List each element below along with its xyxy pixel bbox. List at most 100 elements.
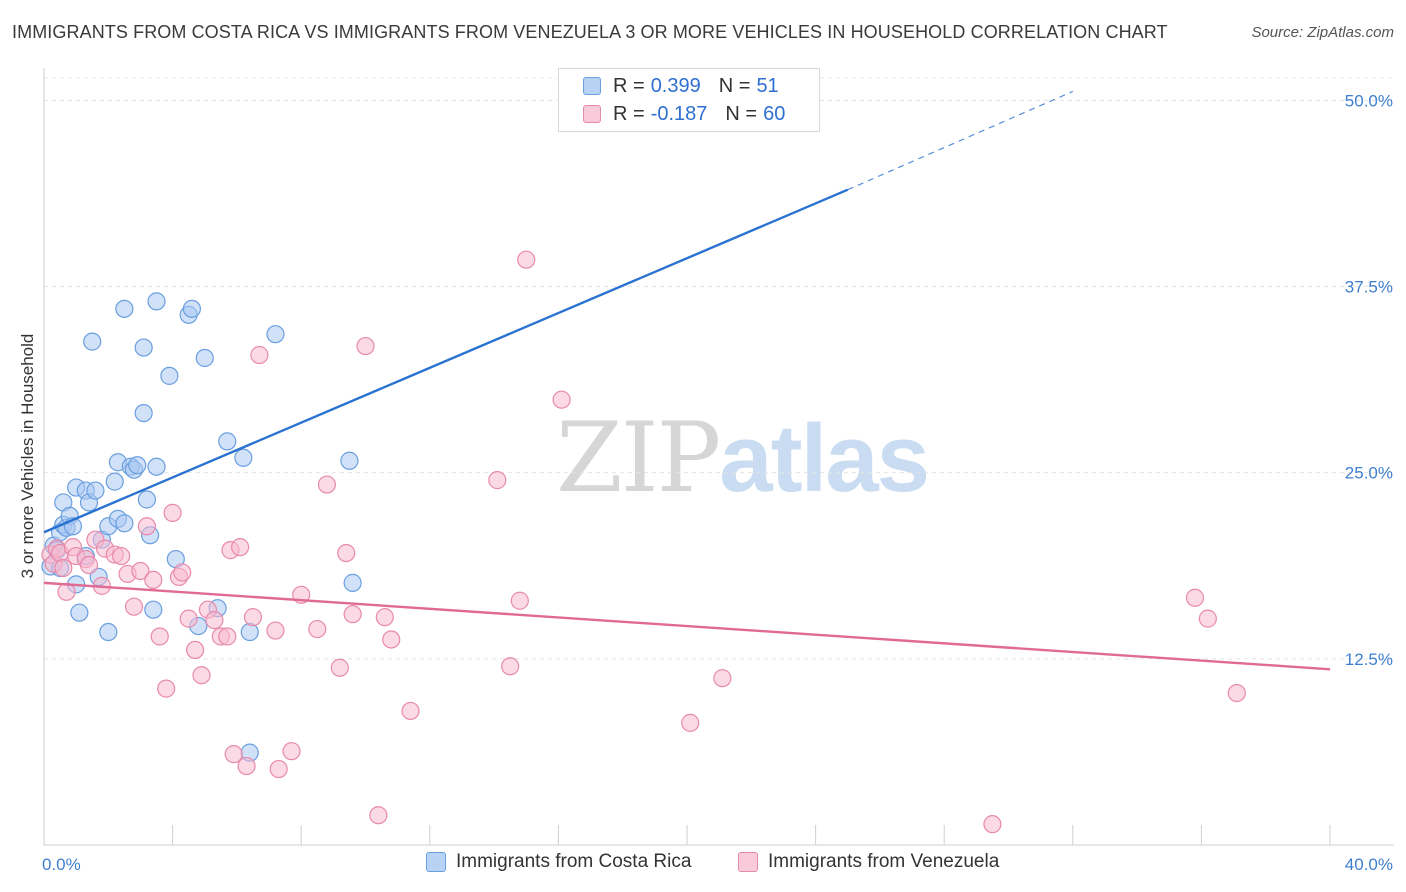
- legend-row-costa-rica: R = 0.399 N = 51: [583, 73, 779, 99]
- y-tick-label: 37.5%: [1345, 278, 1393, 297]
- data-point-costa-rica: [147, 457, 166, 476]
- data-point-venezuela: [144, 570, 163, 590]
- legend-r-value: 0.399: [650, 74, 701, 97]
- data-point-costa-rica: [144, 600, 163, 619]
- data-point-venezuela: [192, 666, 211, 685]
- data-point-venezuela: [150, 627, 169, 646]
- bottom-legend-label: Immigrants from Venezuela: [768, 851, 1000, 872]
- data-point-venezuela: [250, 345, 269, 365]
- data-point-venezuela: [218, 627, 237, 646]
- data-point-venezuela: [224, 745, 243, 764]
- data-point-venezuela: [501, 657, 520, 676]
- legend-n-value: 60: [763, 102, 786, 125]
- bottom-legend-swatch-blue: [426, 852, 446, 872]
- data-point-venezuela: [317, 475, 337, 494]
- data-point-venezuela: [517, 250, 536, 269]
- data-point-venezuela: [510, 591, 529, 610]
- data-point-venezuela: [488, 471, 507, 490]
- legend-n-value: 51: [756, 74, 779, 97]
- data-point-venezuela: [1185, 588, 1205, 607]
- data-point-costa-rica: [266, 325, 285, 344]
- data-point-venezuela: [137, 517, 156, 536]
- data-point-venezuela: [266, 621, 285, 640]
- chart-title: IMMIGRANTS FROM COSTA RICA VS IMMIGRANTS…: [12, 22, 1168, 42]
- data-point-costa-rica: [70, 603, 89, 622]
- data-point-venezuela: [112, 546, 131, 566]
- legend-r-value: -0.187: [650, 102, 708, 125]
- data-point-venezuela: [337, 543, 356, 563]
- legend-swatch-blue: [583, 77, 601, 95]
- data-point-venezuela: [131, 561, 150, 581]
- data-point-venezuela: [282, 742, 301, 761]
- data-point-costa-rica: [115, 514, 134, 533]
- data-point-costa-rica: [128, 456, 147, 475]
- data-point-venezuela: [308, 619, 327, 639]
- source-credit: Source: ZipAtlas.com: [1251, 24, 1394, 41]
- y-tick-label: 50.0%: [1345, 91, 1393, 110]
- watermark: ZIPatlas: [556, 402, 930, 514]
- data-point-venezuela: [54, 558, 73, 578]
- data-point-costa-rica: [234, 448, 253, 467]
- legend-r-label: R =: [613, 74, 645, 97]
- bottom-legend-costa-rica: Immigrants from Costa Rica: [426, 851, 691, 873]
- legend-row-venezuela: R = -0.187 N = 60: [583, 101, 785, 127]
- data-point-venezuela: [157, 679, 176, 698]
- data-point-venezuela: [343, 605, 362, 624]
- data-point-venezuela: [173, 563, 192, 582]
- trend-line-costa-rica: [43, 188, 849, 534]
- data-point-costa-rica: [240, 622, 259, 642]
- data-point-venezuela: [205, 611, 224, 630]
- data-point-venezuela: [179, 609, 198, 628]
- data-point-venezuela: [330, 658, 349, 677]
- data-point-costa-rica: [134, 338, 153, 357]
- legend-n-label: N =: [718, 74, 751, 97]
- trend-line-extension-costa-rica: [847, 90, 1074, 191]
- data-point-venezuela: [983, 815, 1002, 834]
- legend-n-label: N =: [725, 102, 758, 125]
- bottom-legend-label: Immigrants from Costa Rica: [456, 851, 692, 872]
- data-point-costa-rica: [137, 490, 156, 509]
- data-point-costa-rica: [182, 299, 201, 318]
- data-point-costa-rica: [195, 348, 214, 368]
- data-point-venezuela: [79, 555, 99, 575]
- data-point-venezuela: [237, 756, 256, 776]
- data-point-venezuela: [681, 713, 700, 732]
- data-point-venezuela: [713, 669, 732, 688]
- data-point-venezuela: [1227, 683, 1246, 703]
- correlation-legend: R = 0.399 N = 51 R = -0.187 N = 60: [558, 68, 820, 132]
- data-point-venezuela: [269, 759, 288, 779]
- data-point-venezuela: [1198, 609, 1217, 628]
- trend-line-venezuela: [43, 581, 1331, 671]
- watermark-atlas: atlas: [719, 405, 930, 512]
- data-point-venezuela: [401, 701, 420, 721]
- data-point-venezuela: [186, 640, 205, 659]
- data-point-venezuela: [243, 608, 263, 627]
- legend-r-label: R =: [613, 102, 645, 125]
- data-point-venezuela: [382, 630, 401, 649]
- x-tick-label: 0.0%: [42, 855, 81, 874]
- data-point-costa-rica: [83, 332, 102, 351]
- data-point-venezuela: [356, 336, 375, 356]
- data-point-costa-rica: [343, 573, 362, 592]
- data-point-venezuela: [375, 608, 394, 627]
- y-tick-label: 12.5%: [1345, 650, 1393, 669]
- y-tick-label: 25.0%: [1345, 464, 1393, 483]
- data-point-venezuela: [369, 806, 388, 825]
- data-point-costa-rica: [115, 299, 134, 318]
- data-point-venezuela: [552, 390, 571, 409]
- data-point-venezuela: [231, 538, 250, 557]
- legend-swatch-pink: [583, 105, 601, 123]
- data-point-venezuela: [163, 503, 182, 522]
- data-point-costa-rica: [105, 472, 124, 491]
- data-point-costa-rica: [147, 292, 166, 311]
- data-point-costa-rica: [160, 366, 179, 385]
- data-point-costa-rica: [99, 622, 118, 642]
- data-point-costa-rica: [340, 451, 359, 470]
- bottom-legend-swatch-pink: [738, 852, 758, 872]
- data-point-costa-rica: [86, 481, 105, 500]
- data-point-costa-rica: [218, 432, 237, 451]
- watermark-zip: ZIP: [556, 402, 721, 514]
- bottom-legend-venezuela: Immigrants from Venezuela: [738, 851, 999, 873]
- x-tick-label: 40.0%: [1345, 855, 1393, 874]
